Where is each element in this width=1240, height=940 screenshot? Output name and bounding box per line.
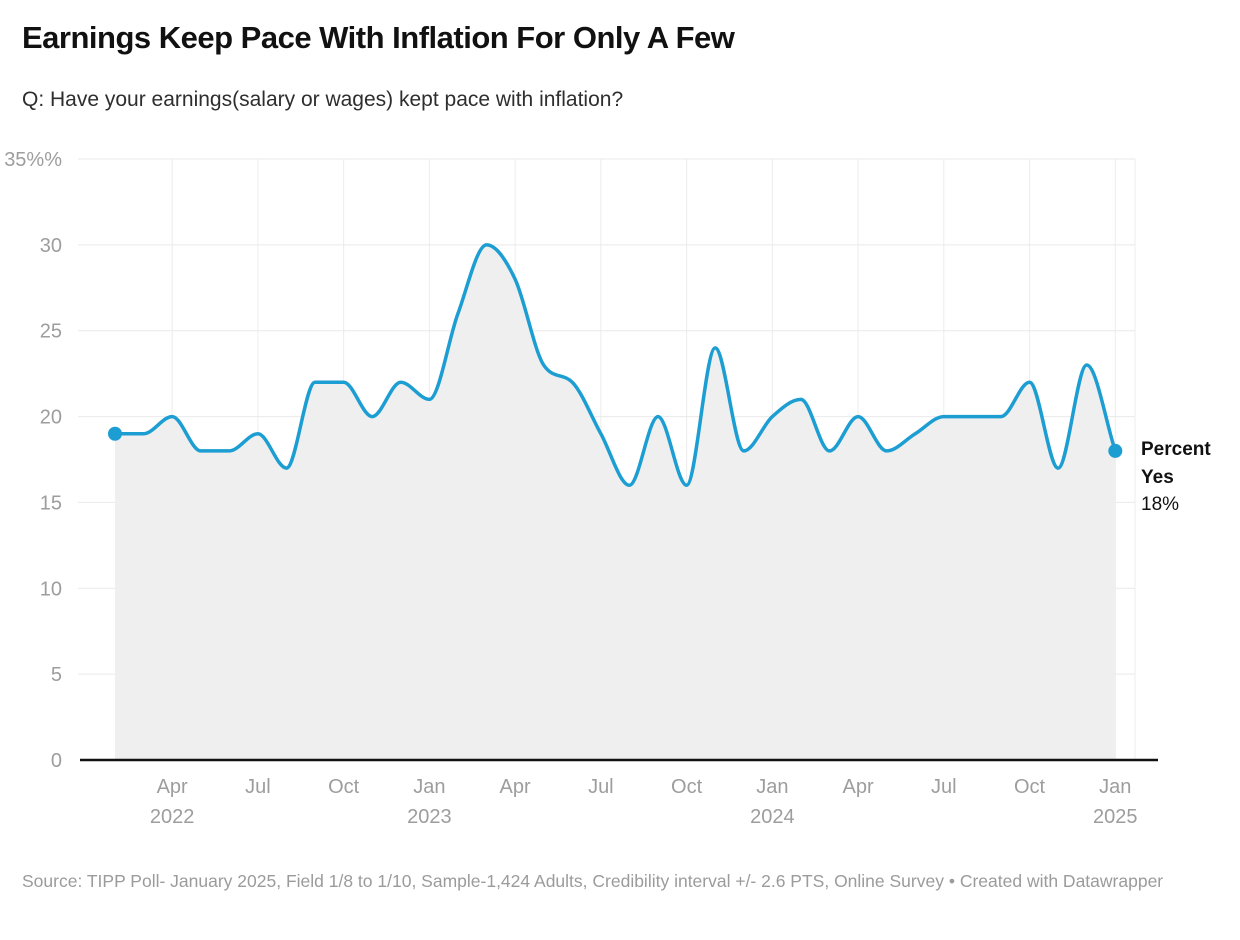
x-tick-label: Apr [500, 776, 531, 798]
x-tick-label: Apr [843, 776, 874, 798]
data-line [113, 243, 1118, 488]
y-tick-label: 30 [40, 235, 62, 257]
y-tick-label: 35%% [4, 149, 62, 171]
x-tick-year-label: 2023 [407, 806, 452, 828]
source-note: Source: TIPP Poll- January 2025, Field 1… [22, 871, 1164, 891]
x-tick-label: Jan [413, 776, 445, 798]
x-tick-year-label: 2025 [1093, 806, 1138, 828]
line-end-annotation: Percent Yes 18% [1141, 436, 1237, 519]
area-fill [115, 244, 1116, 760]
x-tick-label: Jul [931, 776, 957, 798]
x-tick-label: Oct [1014, 776, 1046, 798]
chart-plot-area: Apr 2022 Jul Oct Jan 2023 Apr Jul Oct Jan 2024 Apr J… [4, 149, 1158, 828]
x-tick-label: Jan [756, 776, 788, 798]
x-tick-label: Jul [245, 776, 271, 798]
y-tick-label: 25 [40, 321, 62, 343]
chart-title: Earnings Keep Pace With Inflation For On… [22, 20, 735, 55]
x-tick-label: Oct [671, 776, 703, 798]
x-tick-label: Apr [157, 776, 188, 798]
y-tick-label: 0 [51, 750, 62, 772]
x-tick-label: Jul [588, 776, 614, 798]
y-tick-label: 20 [40, 407, 62, 429]
y-tick-label: 15 [40, 492, 62, 514]
y-tick-label: 5 [51, 664, 62, 686]
x-tick-year-label: 2024 [750, 806, 795, 828]
x-tick-label: Jan [1099, 776, 1131, 798]
y-tick-label: 10 [40, 578, 62, 600]
x-tick-year-label: 2022 [150, 806, 195, 828]
series-end-value: 18% [1141, 494, 1180, 516]
chart-subtitle: Q: Have your earnings(salary or wages) k… [22, 88, 624, 111]
series-end-label: Percent Yes [1141, 439, 1211, 488]
x-tick-label: Oct [328, 776, 360, 798]
end-point-dot [1108, 443, 1123, 458]
start-point-dot [108, 426, 122, 441]
